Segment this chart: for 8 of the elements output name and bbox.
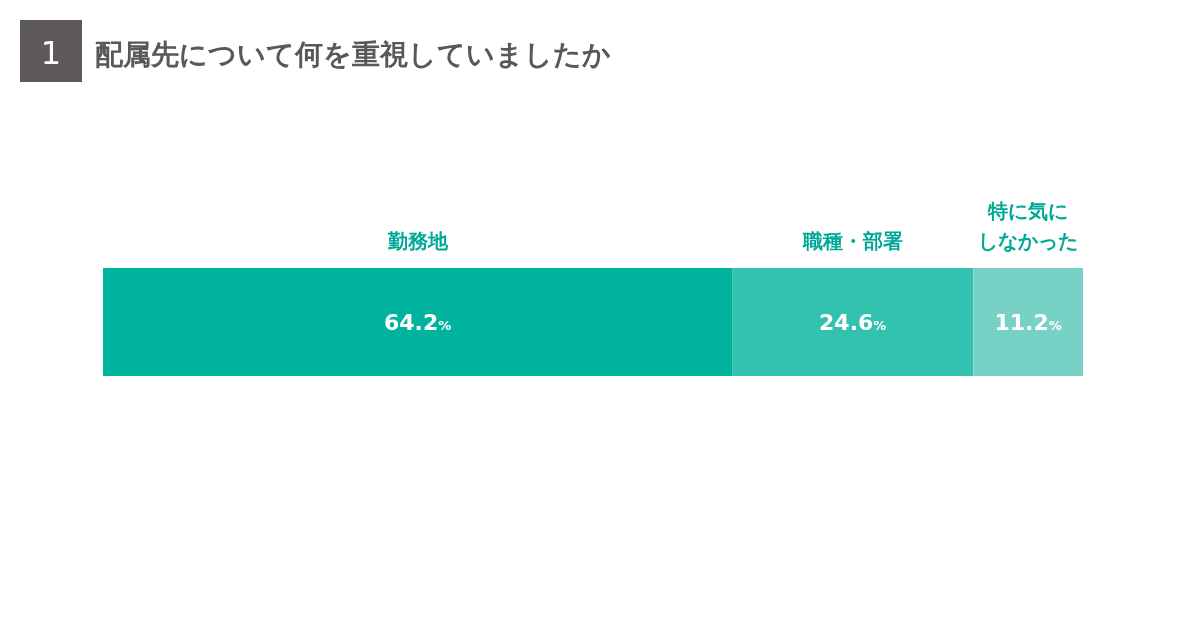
number-badge: 1 [20, 20, 82, 82]
data-label: 24.6% [819, 310, 887, 335]
series-label: 勤務地 [386, 229, 449, 253]
chart-title: 配属先について何を重視していましたか [95, 38, 611, 71]
data-label: 64.2% [383, 310, 452, 335]
series-label: 特に気にしなかった [978, 199, 1079, 253]
data-label: 11.2% [994, 310, 1062, 335]
series-label: 職種・部署 [801, 229, 903, 253]
